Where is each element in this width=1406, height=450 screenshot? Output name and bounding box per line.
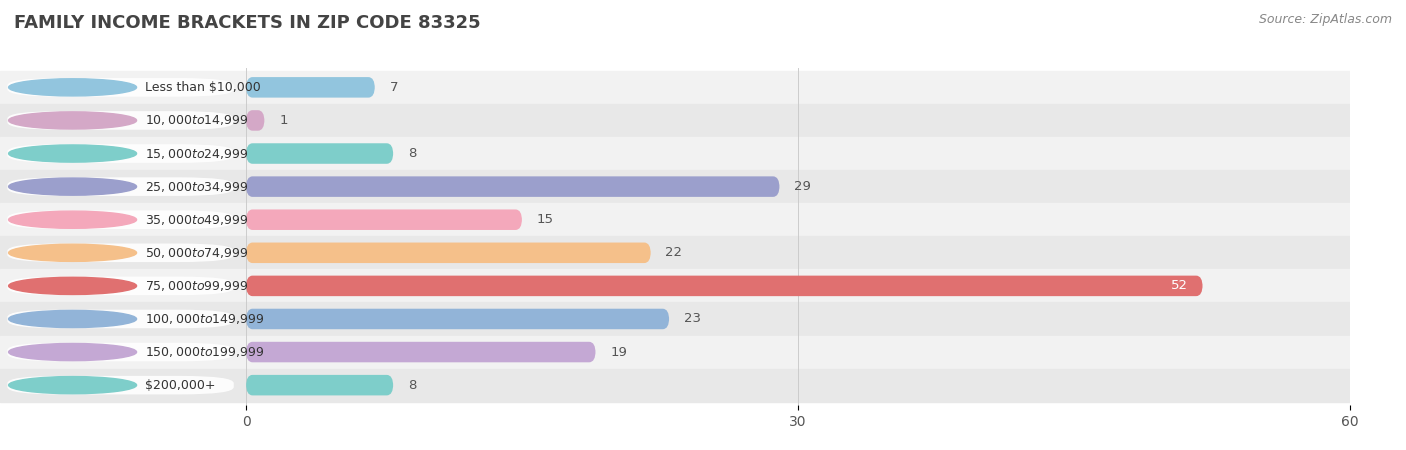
Text: 19: 19 [610, 346, 627, 359]
Bar [0, 71, 246, 104]
Bar [246, 104, 1350, 137]
Text: $10,000 to $14,999: $10,000 to $14,999 [145, 113, 249, 127]
Text: 8: 8 [408, 147, 416, 160]
Bar [0, 170, 246, 203]
FancyBboxPatch shape [7, 277, 233, 295]
Bar [246, 71, 1350, 104]
Circle shape [8, 343, 136, 360]
Bar [0, 302, 246, 336]
Bar [246, 270, 1350, 302]
Circle shape [8, 310, 136, 328]
Circle shape [8, 112, 136, 129]
FancyBboxPatch shape [246, 143, 394, 164]
Text: 23: 23 [683, 312, 700, 325]
Text: 52: 52 [1171, 279, 1188, 292]
Text: Source: ZipAtlas.com: Source: ZipAtlas.com [1258, 14, 1392, 27]
Bar [246, 369, 1350, 402]
Text: 29: 29 [794, 180, 811, 193]
Bar [246, 302, 1350, 336]
FancyBboxPatch shape [246, 176, 779, 197]
FancyBboxPatch shape [7, 78, 233, 97]
Bar [246, 203, 1350, 236]
Bar [246, 137, 1350, 170]
Circle shape [8, 79, 136, 96]
FancyBboxPatch shape [246, 110, 264, 130]
Text: 15: 15 [537, 213, 554, 226]
FancyBboxPatch shape [7, 144, 233, 163]
Circle shape [8, 145, 136, 162]
FancyBboxPatch shape [7, 243, 233, 262]
Bar [0, 270, 246, 302]
FancyBboxPatch shape [7, 376, 233, 394]
Bar [0, 104, 246, 137]
FancyBboxPatch shape [7, 310, 233, 328]
Bar [246, 236, 1350, 270]
Text: $35,000 to $49,999: $35,000 to $49,999 [145, 213, 249, 227]
Text: 7: 7 [389, 81, 398, 94]
Text: $25,000 to $34,999: $25,000 to $34,999 [145, 180, 249, 194]
Text: $150,000 to $199,999: $150,000 to $199,999 [145, 345, 264, 359]
Bar [0, 137, 246, 170]
Bar [0, 369, 246, 402]
Circle shape [8, 377, 136, 394]
Text: 22: 22 [665, 246, 682, 259]
Text: $200,000+: $200,000+ [145, 378, 215, 392]
FancyBboxPatch shape [246, 375, 394, 396]
FancyBboxPatch shape [246, 209, 522, 230]
Circle shape [8, 244, 136, 261]
Text: $100,000 to $149,999: $100,000 to $149,999 [145, 312, 264, 326]
FancyBboxPatch shape [7, 177, 233, 196]
Bar [0, 336, 246, 369]
FancyBboxPatch shape [7, 211, 233, 229]
Bar [246, 336, 1350, 369]
FancyBboxPatch shape [246, 243, 651, 263]
Bar [0, 203, 246, 236]
FancyBboxPatch shape [246, 77, 375, 98]
Bar [0, 236, 246, 270]
Text: $15,000 to $24,999: $15,000 to $24,999 [145, 147, 249, 161]
Circle shape [8, 211, 136, 228]
Circle shape [8, 277, 136, 294]
Text: $50,000 to $74,999: $50,000 to $74,999 [145, 246, 249, 260]
FancyBboxPatch shape [7, 343, 233, 361]
Bar [246, 170, 1350, 203]
Text: 8: 8 [408, 378, 416, 392]
FancyBboxPatch shape [7, 111, 233, 130]
Text: 1: 1 [280, 114, 288, 127]
Circle shape [8, 178, 136, 195]
Text: FAMILY INCOME BRACKETS IN ZIP CODE 83325: FAMILY INCOME BRACKETS IN ZIP CODE 83325 [14, 14, 481, 32]
Text: Less than $10,000: Less than $10,000 [145, 81, 262, 94]
Text: $75,000 to $99,999: $75,000 to $99,999 [145, 279, 249, 293]
FancyBboxPatch shape [246, 309, 669, 329]
FancyBboxPatch shape [246, 342, 596, 362]
FancyBboxPatch shape [246, 275, 1202, 296]
